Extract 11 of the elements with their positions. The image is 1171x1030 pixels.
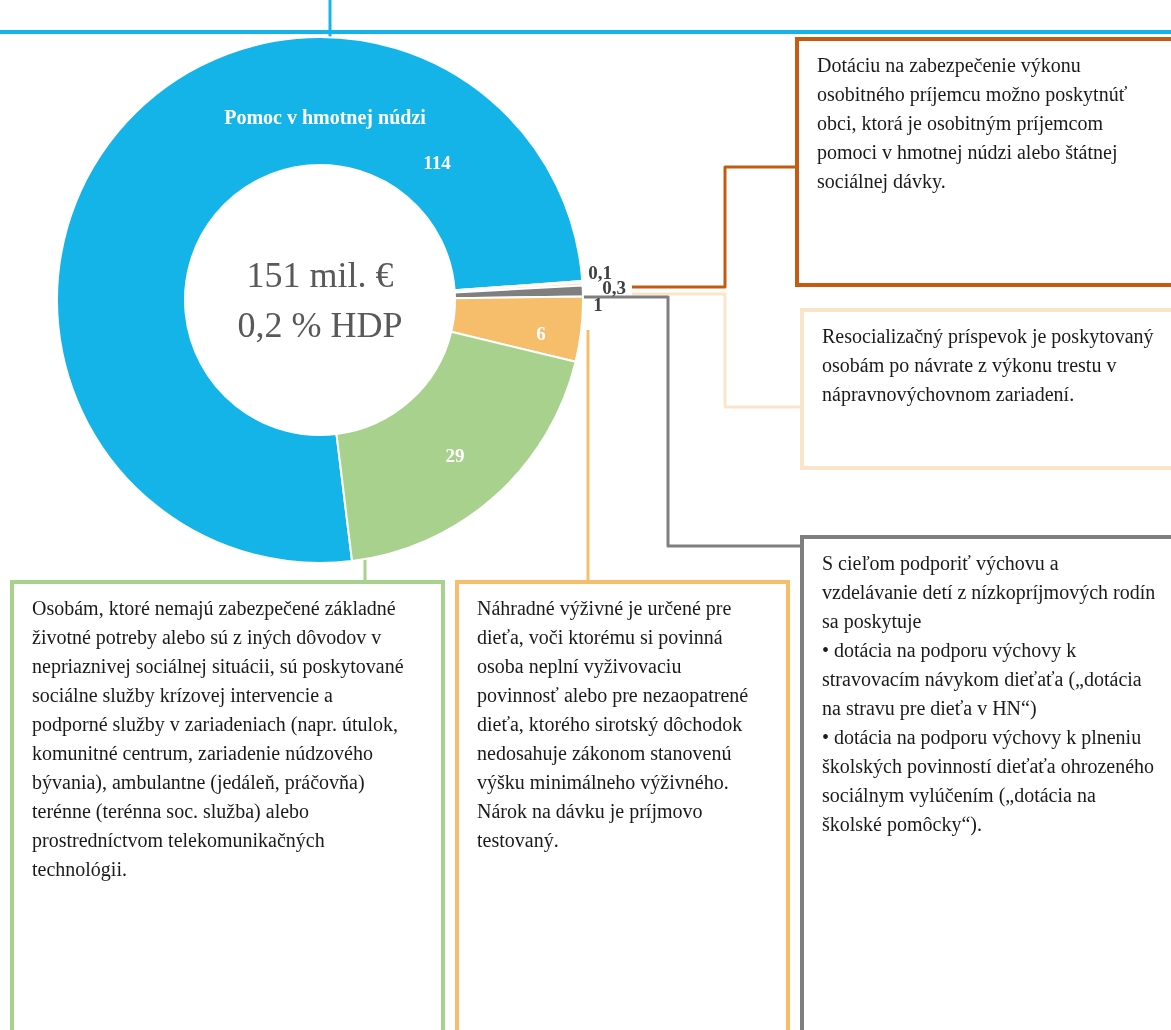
text: Resocializačný príspevok je poskytovaný osobám po návrate z výkonu trestu v nápravnovýchovnom zariadení. — [800, 308, 1171, 470]
slice-label: Pomoc v hmotnej núdzi — [224, 106, 427, 129]
data-label: 1 — [593, 293, 603, 315]
text: Osobám, ktoré nemajú zabezpečené základné životné potreby alebo sú z iných dôvodov v nepriaznivej sociálnej situácii, sú poskytované sociálne služby krízovej intervencie a podporné služby v zariadeniach (napr. útulok, komunitné centrum, zariadenie núdzového bývania), ambulantne (jedáleň, práčovňa) terénne (terénna soc. služba) alebo prostredníctvom telekomunikačných technológii. — [32, 597, 404, 880]
text: Dotáciu na zabezpečenie výkonu osobitného príjemcu možno poskytnúť obci, ktorá je osobitným príjemcom pomoci v hmotnej núdzi alebo štátnej sociálnej dávky. — [795, 37, 1171, 287]
data-label: 29 — [445, 444, 465, 466]
text: Náhradné výživné je určené pre dieťa, voči ktorému si povinná osoba neplní vyživovaciu povinnosť alebo pre nezaopatrené dieťa, ktorého sirotský dôchodok nedosahuje zákonom stanovenú výšku minimálneho výživného. Nárok na dávku je príjmovo testovaný. — [477, 597, 749, 851]
text: 151 mil. € 0,2 % HDP — [237, 255, 403, 345]
data-label: 6 — [536, 322, 546, 344]
data-label: 114 — [423, 151, 452, 173]
text: S cieľom podporiť výchovu a vzdelávanie detí z nízkopríjmových rodín sa poskytuje • dotácia na podporu výchovy k stravovacím návykom dieťaťa („dotácia na stravu pre dieťa v HN“) • dotácia na podporu výchovy k plneniu školských povinností dieťaťa ohrozeného sociálnym vylúčením („dotácia na školské pomôcky“). — [822, 552, 1156, 835]
